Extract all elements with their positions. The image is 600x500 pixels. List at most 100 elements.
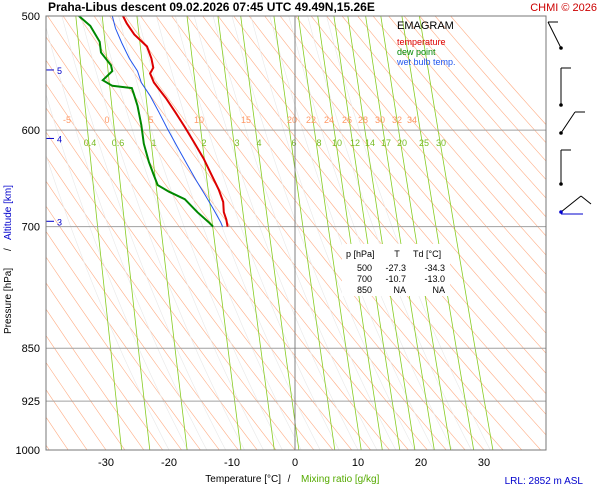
table-cell: NA [432, 285, 445, 295]
dry-adiabat-label: 0 [104, 115, 109, 125]
x-tick-label: -10 [224, 457, 240, 469]
moist-adiabat [99, 16, 264, 450]
mixing-ratio-label: 20 [397, 138, 407, 148]
moist-adiabat [46, 26, 208, 450]
plot-frame [45, 15, 547, 451]
mixing-ratio-label: 8 [316, 138, 321, 148]
x-tick-label: -20 [161, 457, 177, 469]
y-tick-label: 700 [22, 222, 40, 234]
sounding-table: p [hPa] T Td [°C] 500 -27.3 -34.3 700 -10.7 -… [342, 244, 450, 296]
chart-title: Praha-Libus descent 09.02.2026 07:45 UTC… [48, 0, 375, 14]
dry-adiabat-label: 5 [148, 115, 153, 125]
temperature-line [122, 16, 229, 227]
legend: EMAGRAM temperature dew point wet bulb t… [396, 20, 456, 67]
dry-adiabat-label: 10 [194, 115, 204, 125]
mixing-ratio-line [347, 16, 416, 450]
legend-temperature: temperature [397, 37, 446, 47]
mixing-ratio-label: 0.4 [84, 138, 97, 148]
dry-adiabat [62, 16, 390, 450]
x-tick-label: 0 [292, 457, 298, 469]
sounding-series [78, 16, 229, 228]
mixing-ratio-line [136, 16, 188, 450]
dry-adiabat [109, 16, 447, 450]
wind-barb [547, 21, 562, 49]
dry-adiabat-label: 22 [306, 115, 316, 125]
dry-adiabat [372, 16, 546, 218]
moist-adiabat [326, 16, 491, 450]
wind-barb-dot [559, 46, 563, 50]
x-tick-label: 30 [478, 457, 490, 469]
dry-adiabat [264, 16, 546, 354]
table-cell: -34.3 [424, 263, 445, 273]
wind-barb-dot [559, 103, 563, 107]
altitude-label: 5 [57, 66, 62, 76]
mixing-ratio-label: 14 [365, 138, 375, 148]
dry-adiabat [310, 16, 546, 295]
mixing-ratio-line [333, 16, 401, 450]
dry-adiabat [279, 16, 546, 334]
mixing-ratio-line [101, 16, 151, 450]
mixing-ratio-label: 6 [291, 138, 296, 148]
dry-adiabat [46, 83, 315, 450]
dry-adiabat [46, 282, 163, 450]
dry-adiabat [46, 389, 88, 450]
moist-adiabat [174, 16, 340, 450]
mixing-ratio-label: 25 [419, 138, 429, 148]
table-cell: -27.3 [385, 263, 406, 273]
mixing-ratio-label: 10 [332, 138, 342, 148]
wind-barbs [547, 21, 592, 215]
altitude-label: 3 [57, 217, 62, 227]
dry-adiabat-label: 20 [287, 115, 297, 125]
dry-adiabat-label: -5 [63, 115, 71, 125]
legend-dew-point: dew point [397, 47, 436, 57]
wind-barb-dot [559, 210, 563, 214]
mixing-ratio-label: 0.6 [112, 138, 125, 148]
x-axis-label-temperature: Temperature [°C] [205, 474, 281, 485]
dry-adiabat [46, 308, 145, 450]
mixing-ratio-line [186, 16, 242, 450]
moist-adiabat [46, 154, 170, 450]
y-tick-label: 500 [22, 11, 40, 23]
moist-adiabat [212, 16, 378, 450]
table-header-p: p [hPa] [346, 249, 375, 259]
dry-adiabat [93, 16, 428, 450]
wind-barb-flag [580, 195, 592, 205]
dry-adiabat [419, 16, 546, 162]
diagram-grid [46, 16, 546, 450]
table-cell: -10.7 [385, 274, 406, 284]
dry-adiabat [450, 16, 546, 126]
dry-adiabat [46, 335, 126, 450]
dry-adiabat [47, 16, 371, 450]
y-tick-label: 600 [22, 125, 40, 137]
x-tick-label: 10 [352, 457, 364, 469]
y-axis-label-pressure: Pressure [hPa] [3, 268, 14, 334]
moist-adiabat [250, 16, 415, 450]
y-tick-label: 1000 [16, 445, 40, 457]
dry-adiabat [46, 131, 277, 450]
table-header-t: T [394, 249, 400, 259]
mixing-ratio-label: 1 [151, 138, 156, 148]
dew-point-line [78, 16, 214, 228]
table-cell: 500 [357, 263, 372, 273]
moist-adiabat [288, 16, 453, 450]
dry-adiabat-label: 28 [358, 115, 368, 125]
dry-adiabat [248, 16, 546, 374]
dry-adiabat [46, 362, 107, 450]
y-axis-label-group: Pressure [hPa] / Altitude [km] [3, 185, 14, 334]
dry-adiabat [46, 230, 201, 450]
y-axis-label-separator: / [3, 248, 14, 251]
moist-adiabat [231, 16, 397, 450]
moist-adiabat [307, 16, 472, 450]
dry-adiabat-label: 26 [342, 115, 352, 125]
dry-adiabat [78, 16, 409, 450]
dry-adiabat-label: 24 [324, 115, 334, 125]
dry-adiabat [357, 16, 546, 237]
dry-adiabat [341, 16, 546, 256]
x-axis-label-separator: / [288, 474, 291, 485]
dry-adiabat [124, 16, 466, 450]
mixing-ratio-line [419, 16, 494, 450]
table-cell: 850 [357, 285, 372, 295]
dry-adiabat [326, 16, 546, 275]
dry-adiabat [233, 16, 546, 395]
